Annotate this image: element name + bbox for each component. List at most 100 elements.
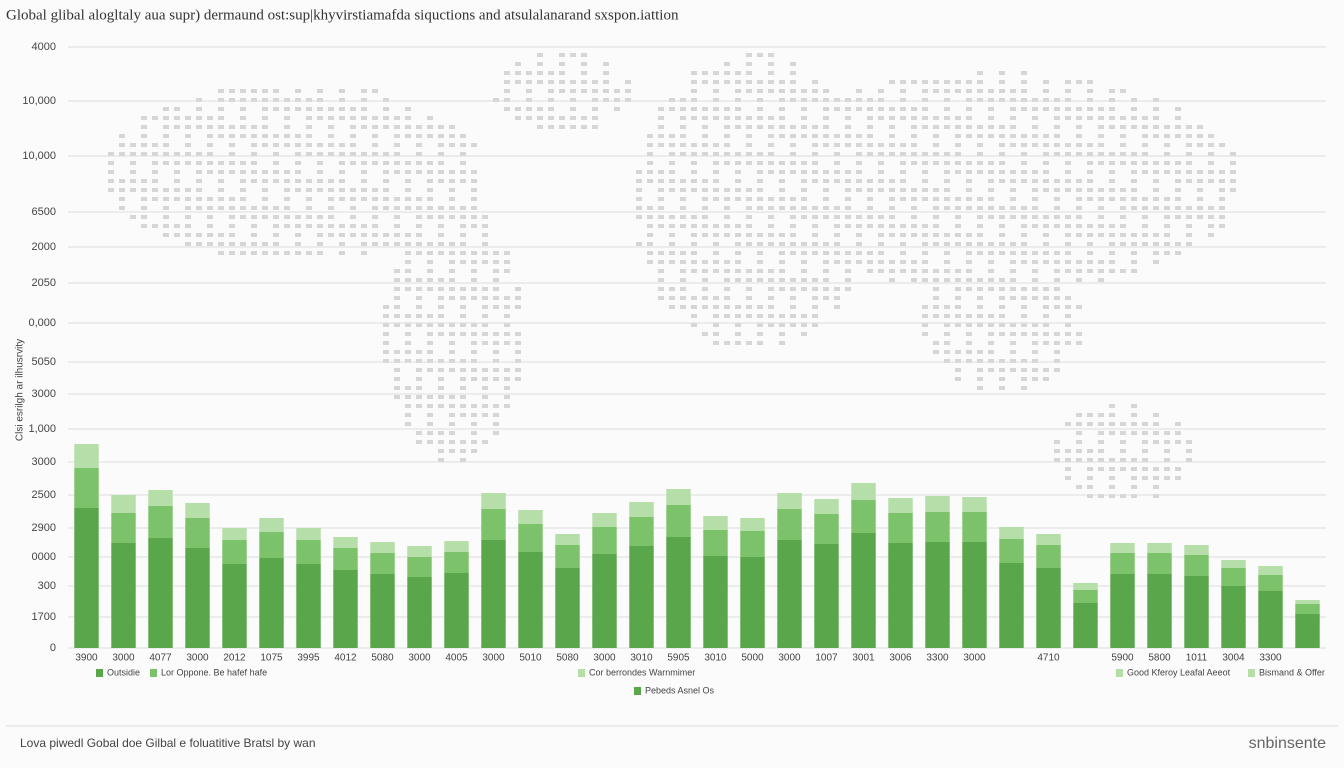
map-dot: [229, 98, 235, 102]
map-dot: [922, 260, 928, 264]
map-dot: [262, 116, 268, 120]
map-dot: [1131, 269, 1137, 273]
map-dot: [262, 98, 268, 102]
map-dot: [251, 206, 257, 210]
map-dot: [361, 188, 367, 192]
map-dot: [1197, 197, 1203, 201]
map-dot: [251, 143, 257, 147]
map-dot: [1032, 143, 1038, 147]
map-dot: [823, 260, 829, 264]
x-tick-label: 1007: [815, 653, 838, 664]
map-dot: [383, 152, 389, 156]
bar-segment: [444, 541, 469, 552]
map-dot: [669, 134, 675, 138]
map-dot: [768, 125, 774, 129]
map-dot: [328, 107, 334, 111]
map-dot: [1164, 431, 1170, 435]
map-dot: [702, 332, 708, 336]
map-dot: [713, 296, 719, 300]
map-dot: [999, 359, 1005, 363]
bar-segment: [407, 557, 432, 577]
map-dot: [548, 80, 554, 84]
map-dot: [438, 287, 444, 291]
map-dot: [999, 98, 1005, 102]
map-dot: [196, 179, 202, 183]
map-dot: [1032, 296, 1038, 300]
map-dot: [812, 233, 818, 237]
map-dot: [372, 161, 378, 165]
map-dot: [218, 161, 224, 165]
map-dot: [790, 170, 796, 174]
map-dot: [702, 107, 708, 111]
map-dot: [438, 431, 444, 435]
map-dot: [427, 260, 433, 264]
map-dot: [702, 188, 708, 192]
map-dot: [1076, 134, 1082, 138]
map-dot: [350, 224, 356, 228]
map-dot: [493, 332, 499, 336]
map-dot: [427, 215, 433, 219]
map-dot: [801, 323, 807, 327]
map-dot: [878, 260, 884, 264]
map-dot: [350, 215, 356, 219]
map-dot: [1054, 368, 1060, 372]
legend-label: Bismand & Offer: [1259, 667, 1325, 677]
map-dot: [768, 242, 774, 246]
map-dot: [955, 377, 961, 381]
map-dot: [845, 224, 851, 228]
map-dot: [1109, 422, 1115, 426]
map-dot: [438, 224, 444, 228]
map-dot: [713, 332, 719, 336]
map-dot: [1219, 170, 1225, 174]
map-dot: [1164, 224, 1170, 228]
map-dot: [416, 350, 422, 354]
map-dot: [284, 188, 290, 192]
map-dot: [680, 260, 686, 264]
map-dot: [207, 134, 213, 138]
map-dot: [922, 116, 928, 120]
map-dot: [1087, 107, 1093, 111]
map-dot: [713, 323, 719, 327]
bar-segment: [962, 512, 987, 542]
map-dot: [185, 197, 191, 201]
map-dot: [735, 170, 741, 174]
map-dot: [933, 206, 939, 210]
map-dot: [691, 251, 697, 255]
map-dot: [735, 197, 741, 201]
map-dot: [1153, 116, 1159, 120]
map-dot: [779, 125, 785, 129]
map-dot: [416, 224, 422, 228]
map-dot: [724, 296, 730, 300]
map-dot: [229, 170, 235, 174]
map-dot: [1098, 494, 1104, 498]
map-dot: [878, 215, 884, 219]
map-dot: [1021, 287, 1027, 291]
map-dot: [460, 215, 466, 219]
map-dot: [1076, 269, 1082, 273]
map-dot: [735, 89, 741, 93]
map-dot: [702, 287, 708, 291]
x-tick-label: 3995: [297, 653, 320, 664]
map-dot: [1021, 80, 1027, 84]
map-dot: [977, 80, 983, 84]
map-dot: [691, 71, 697, 75]
map-dot: [1076, 143, 1082, 147]
map-dot: [999, 332, 1005, 336]
map-dot: [1153, 107, 1159, 111]
map-dot: [1010, 260, 1016, 264]
map-dot: [592, 116, 598, 120]
map-dot: [779, 170, 785, 174]
bar-segment: [629, 546, 654, 648]
map-dot: [966, 179, 972, 183]
map-dot: [1010, 287, 1016, 291]
map-dot: [1054, 125, 1060, 129]
map-dot: [724, 341, 730, 345]
map-dot: [471, 188, 477, 192]
map-dot: [218, 242, 224, 246]
map-dot: [1164, 143, 1170, 147]
map-dot: [1109, 233, 1115, 237]
map-dot: [1043, 224, 1049, 228]
map-dot: [955, 305, 961, 309]
map-dot: [438, 458, 444, 462]
map-dot: [1208, 233, 1214, 237]
